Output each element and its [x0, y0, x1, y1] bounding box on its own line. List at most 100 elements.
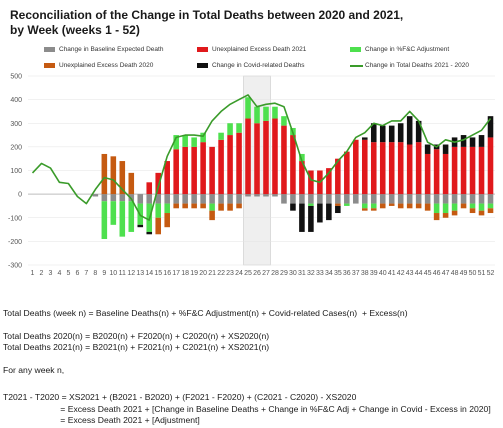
bar-segment — [281, 116, 287, 126]
bar-segment — [110, 194, 117, 202]
x-tick-label: 44 — [415, 270, 423, 277]
bar-segment — [146, 231, 153, 235]
x-tick-label: 37 — [352, 270, 360, 277]
bar-segment — [299, 161, 305, 195]
bar-segment — [370, 194, 377, 204]
bar-segment — [299, 153, 305, 162]
x-tick-label: 38 — [361, 270, 369, 277]
formula-line: For any week n, — [3, 365, 65, 375]
y-tick-label: 400 — [10, 97, 22, 104]
bar-segment — [101, 201, 108, 240]
x-tick-label: 51 — [478, 270, 486, 277]
x-tick-label: 43 — [406, 270, 414, 277]
bar-segment — [335, 194, 341, 204]
bar-segment — [424, 194, 431, 204]
bar-segment — [451, 203, 458, 211]
bar-segment — [388, 203, 395, 206]
bar-segment — [397, 194, 404, 204]
y-tick-label: 500 — [10, 74, 22, 81]
x-tick-label: 47 — [442, 270, 450, 277]
x-tick-label: 27 — [262, 270, 270, 277]
bar-segment — [110, 156, 117, 195]
bar-segment — [227, 135, 233, 195]
bar-segment — [335, 205, 341, 214]
formula-line: = Excess Death 2021 + [Adjustment] — [3, 415, 200, 425]
bar-segment — [236, 132, 242, 195]
x-tick-label: 50 — [469, 270, 477, 277]
bar-segment — [101, 194, 108, 202]
x-tick-label: 18 — [181, 270, 189, 277]
x-tick-label: 48 — [451, 270, 459, 277]
bar-segment — [236, 203, 242, 209]
bar-segment — [164, 213, 170, 228]
bar-segment — [191, 194, 197, 204]
bar-segment — [200, 132, 206, 143]
x-tick-label: 24 — [235, 270, 243, 277]
bar-segment — [137, 194, 144, 204]
bar-segment — [110, 201, 117, 225]
x-tick-label: 10 — [109, 270, 117, 277]
bar-segment — [478, 203, 485, 211]
formula-line: Total Deaths (week n) = Baseline Deaths(… — [3, 308, 408, 318]
bar-segment — [406, 203, 413, 209]
y-tick-label: -100 — [8, 215, 22, 222]
x-tick-label: 21 — [208, 270, 216, 277]
bar-segment — [361, 194, 368, 204]
x-tick-label: 4 — [57, 270, 61, 277]
x-tick-label: 13 — [136, 270, 144, 277]
bar-segment — [209, 194, 215, 204]
bar-segment — [397, 142, 404, 195]
bar-segment — [254, 194, 260, 197]
bar-segment — [155, 217, 162, 235]
bar-segment — [460, 194, 467, 204]
bar-segment — [442, 213, 449, 218]
bar-segment — [361, 137, 368, 140]
bar-segment — [218, 203, 224, 211]
bar-segment — [478, 146, 485, 195]
bar-segment — [101, 153, 108, 195]
bar-segment — [308, 194, 314, 204]
x-tick-label: 23 — [226, 270, 234, 277]
bar-segment — [227, 194, 233, 204]
bar-segment — [200, 203, 206, 209]
bar-segment — [308, 203, 314, 206]
bar-segment — [353, 194, 359, 204]
bar-segment — [155, 194, 162, 204]
x-tick-label: 30 — [289, 270, 297, 277]
bar-segment — [326, 194, 332, 204]
bar-segment — [164, 194, 170, 204]
bar-segment — [370, 142, 377, 195]
bar-segment — [442, 194, 449, 204]
x-tick-label: 31 — [298, 270, 306, 277]
bar-segment — [254, 106, 260, 124]
bar-segment — [218, 194, 224, 204]
x-tick-label: 36 — [343, 270, 351, 277]
bar-segment — [326, 168, 332, 195]
y-tick-label: 100 — [10, 168, 22, 175]
bar-segment — [308, 170, 314, 195]
x-tick-label: 20 — [199, 270, 207, 277]
bar-segment — [254, 123, 260, 195]
bar-segment — [272, 194, 278, 197]
bar-segment — [487, 194, 494, 204]
bar-segment — [155, 203, 162, 218]
bar-segment — [406, 194, 413, 204]
bar-segment — [182, 135, 188, 147]
bar-segment — [379, 142, 386, 195]
bar-segment — [209, 210, 215, 221]
bar-segment — [469, 146, 476, 195]
bar-segment — [487, 203, 494, 209]
bar-segment — [182, 203, 188, 209]
x-tick-label: 41 — [388, 270, 396, 277]
bar-segment — [272, 118, 278, 195]
x-tick-label: 3 — [48, 270, 52, 277]
bar-segment — [155, 172, 162, 195]
x-tick-label: 49 — [460, 270, 468, 277]
x-tick-label: 28 — [271, 270, 279, 277]
bar-segment — [236, 194, 242, 204]
bar-segment — [442, 203, 449, 214]
x-tick-label: 16 — [163, 270, 171, 277]
bar-segment — [281, 194, 287, 204]
bar-segment — [128, 201, 135, 232]
bar-segment — [415, 142, 422, 195]
